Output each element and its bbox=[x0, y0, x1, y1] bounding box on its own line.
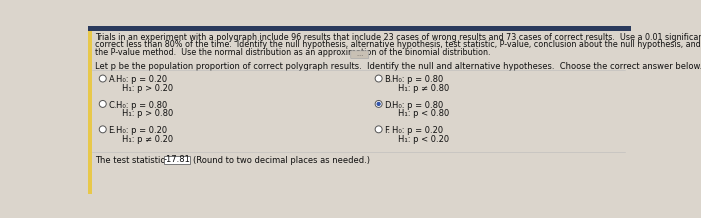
Text: H₁: p > 0.20: H₁: p > 0.20 bbox=[123, 84, 174, 93]
Text: E.: E. bbox=[109, 126, 116, 135]
Text: the P-value method.  Use the normal distribution as an approximation of the bino: the P-value method. Use the normal distr… bbox=[95, 48, 491, 57]
Text: H₀: p = 0.80: H₀: p = 0.80 bbox=[392, 101, 444, 110]
Text: D.: D. bbox=[384, 101, 393, 110]
Text: Let p be the population proportion of correct polygraph results.  Identify the n: Let p be the population proportion of co… bbox=[95, 62, 701, 71]
Text: C.: C. bbox=[109, 101, 117, 110]
Text: B.: B. bbox=[384, 75, 393, 84]
Text: (Round to two decimal places as needed.): (Round to two decimal places as needed.) bbox=[193, 156, 370, 165]
Text: H₀: p = 0.20: H₀: p = 0.20 bbox=[392, 126, 443, 135]
Text: correct less than 80% of the time.  Identify the null hypothesis, alternative hy: correct less than 80% of the time. Ident… bbox=[95, 40, 701, 49]
Text: A.: A. bbox=[109, 75, 117, 84]
Text: H₁: p < 0.80: H₁: p < 0.80 bbox=[398, 109, 449, 118]
Circle shape bbox=[375, 75, 382, 82]
Text: The test statistic is z =: The test statistic is z = bbox=[95, 156, 191, 165]
Bar bbox=[88, 31, 93, 199]
Text: H₀: p = 0.80: H₀: p = 0.80 bbox=[392, 75, 444, 84]
Text: Trials in an experiment with a polygraph include 96 results that include 23 case: Trials in an experiment with a polygraph… bbox=[95, 33, 701, 42]
Circle shape bbox=[375, 100, 382, 107]
Text: H₀: p = 0.20: H₀: p = 0.20 bbox=[116, 75, 168, 84]
Text: -17.81: -17.81 bbox=[163, 155, 190, 164]
Text: H₀: p = 0.80: H₀: p = 0.80 bbox=[116, 101, 168, 110]
Text: H₁: p ≠ 0.80: H₁: p ≠ 0.80 bbox=[398, 84, 449, 93]
Circle shape bbox=[100, 126, 107, 133]
Circle shape bbox=[376, 102, 381, 106]
Text: …: … bbox=[357, 52, 363, 57]
Circle shape bbox=[100, 100, 107, 107]
Text: F.: F. bbox=[384, 126, 390, 135]
Bar bbox=[88, 26, 631, 31]
Text: H₁: p < 0.20: H₁: p < 0.20 bbox=[398, 135, 449, 144]
Text: H₁: p ≠ 0.20: H₁: p ≠ 0.20 bbox=[123, 135, 174, 144]
Circle shape bbox=[375, 126, 382, 133]
Text: H₀: p = 0.20: H₀: p = 0.20 bbox=[116, 126, 168, 135]
FancyBboxPatch shape bbox=[350, 51, 369, 58]
Text: H₁: p > 0.80: H₁: p > 0.80 bbox=[123, 109, 174, 118]
Circle shape bbox=[100, 75, 107, 82]
Bar bbox=[163, 155, 190, 164]
